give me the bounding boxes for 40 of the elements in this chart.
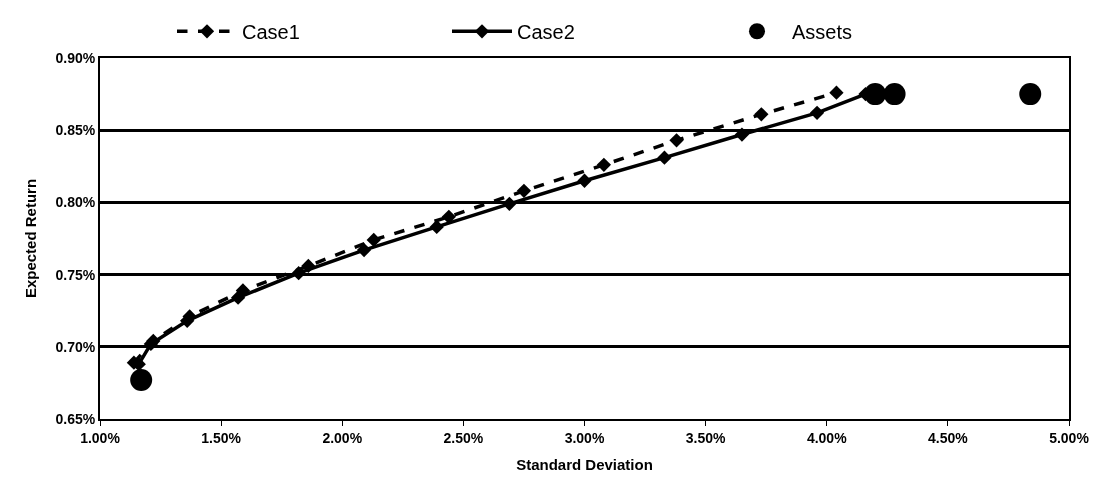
point [754, 107, 769, 122]
point [864, 83, 887, 106]
legend-label: Assets [792, 21, 853, 44]
x-tick-label: 1.50% [201, 429, 242, 446]
point [230, 290, 246, 305]
y-tick-label: 0.90% [55, 49, 96, 66]
point [366, 232, 381, 248]
point [577, 173, 592, 188]
x-tick-label: 4.00% [806, 429, 848, 446]
point [669, 133, 684, 148]
x-tick-label: 5.00% [1049, 429, 1090, 446]
point [130, 369, 153, 391]
legend-label: Case2 [517, 21, 575, 44]
point [734, 127, 750, 142]
point [1019, 83, 1042, 106]
point [829, 85, 844, 100]
point [502, 196, 517, 211]
y-tick-label: 0.80% [55, 194, 96, 211]
point [441, 209, 456, 224]
y-tick-label: 0.85% [55, 122, 96, 139]
point [291, 266, 306, 281]
x-tick-label: 3.50% [685, 429, 727, 446]
point [356, 242, 372, 258]
legend-label: Case1 [242, 21, 300, 44]
x-tick-label: 3.00% [564, 429, 605, 446]
y-axis-title: Expected Return [22, 178, 40, 299]
point [429, 219, 444, 235]
point [809, 105, 825, 121]
y-tick-label: 0.65% [55, 410, 96, 427]
x-axis-title: Standard Deviation [516, 456, 653, 474]
point [657, 150, 672, 165]
x-tick-label: 1.00% [80, 429, 121, 446]
y-tick-label: 0.75% [55, 266, 96, 283]
point [596, 157, 612, 173]
x-tick-label: 2.00% [322, 429, 363, 446]
y-tick-label: 0.70% [55, 338, 96, 355]
x-tick-label: 4.50% [928, 429, 969, 446]
point [516, 183, 532, 198]
point [883, 83, 906, 106]
x-tick-label: 2.50% [443, 429, 484, 446]
